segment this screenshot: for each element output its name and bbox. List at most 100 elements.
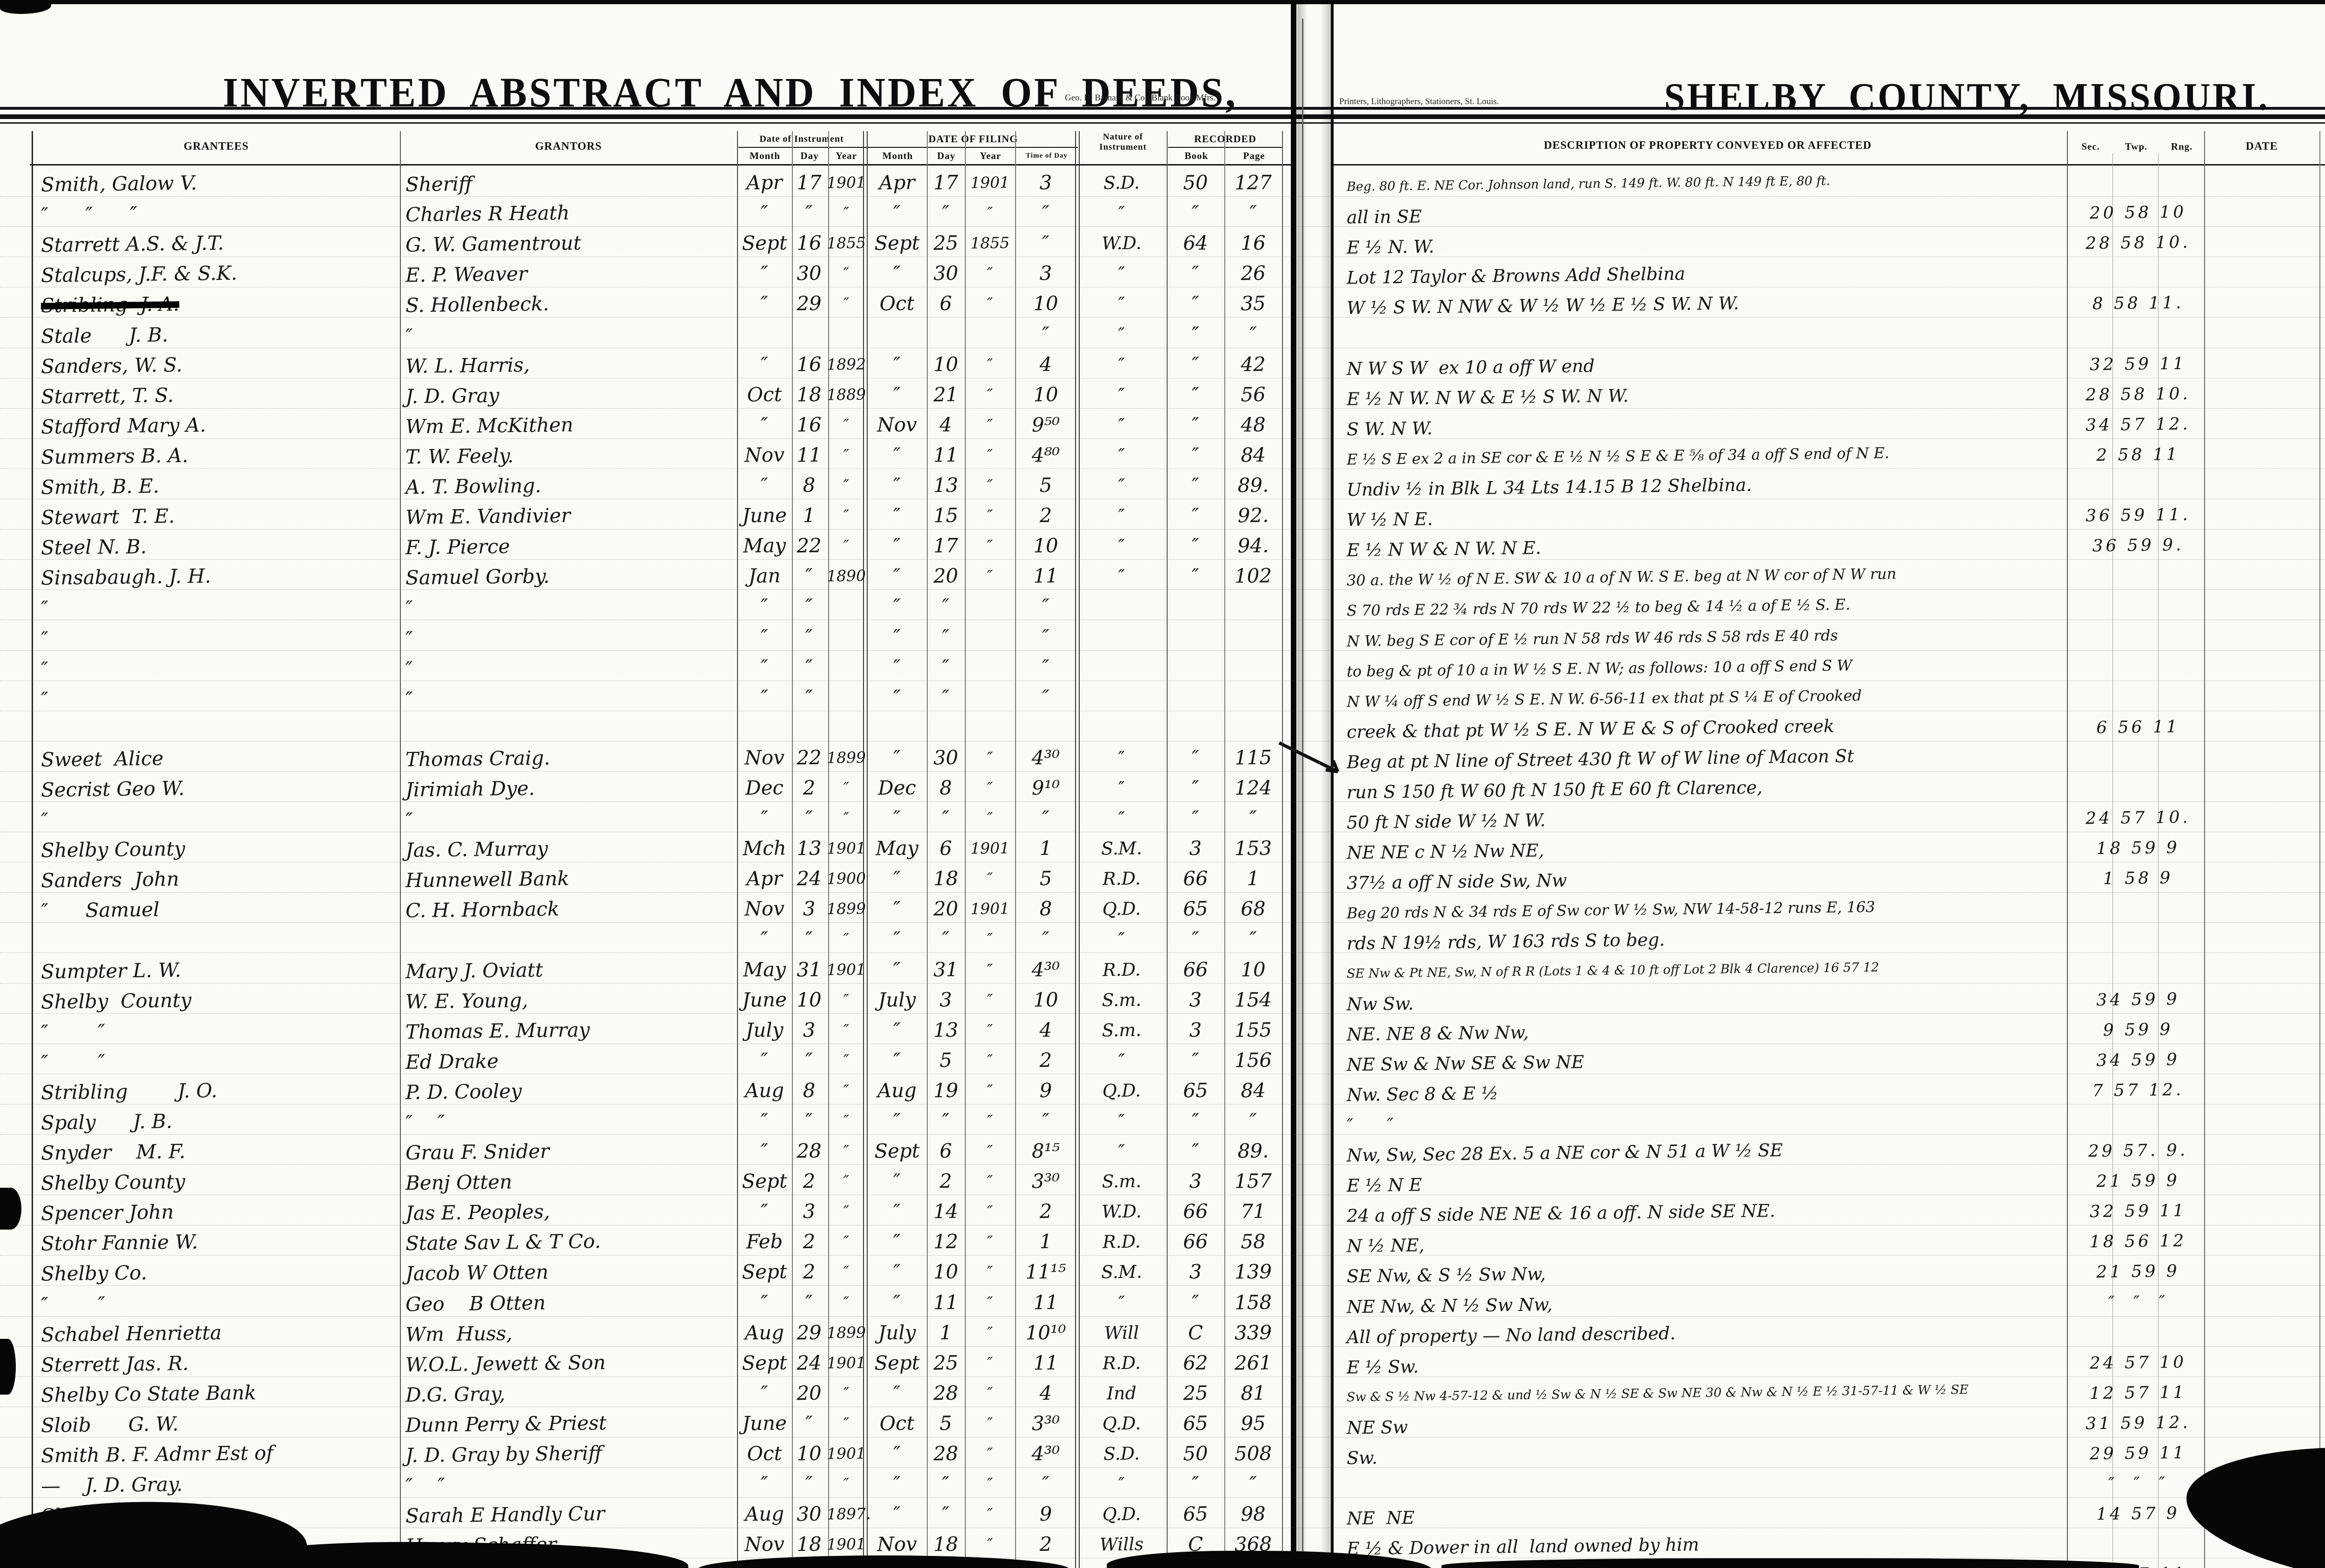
- cell-nat: S.m.: [1102, 1171, 1142, 1192]
- col-header-nature: Nature of Instrument: [1099, 132, 1147, 152]
- cell-pg: 84: [1240, 443, 1266, 467]
- cell-ft: ″: [1042, 625, 1050, 648]
- ledger-row: Stribling J. A. S. Hollenbeck. ″ 29 ″ Oct 6 ″ 10…: [0, 287, 2325, 318]
- cell-fm: ″: [893, 1260, 901, 1284]
- cell-nat: ″: [1118, 414, 1125, 435]
- cell-ft: 1: [1039, 836, 1052, 860]
- cell-did: 1: [803, 503, 816, 527]
- cell-gor: Thomas Craig.: [405, 746, 551, 771]
- cell-fy: ″: [987, 990, 993, 1009]
- cell-fd: 5: [939, 1411, 952, 1435]
- cell-diy: ″: [843, 1202, 850, 1221]
- cell-nat: ″: [1118, 536, 1125, 556]
- cell-pg: 56: [1240, 383, 1266, 406]
- cell-gee: Stribling J. A.: [40, 292, 179, 318]
- cell-dim: ″: [760, 1139, 769, 1163]
- cell-ft: 4³⁰: [1031, 746, 1060, 769]
- cell-diy: 1897.: [826, 1504, 871, 1523]
- cell-nat: R.D.: [1102, 868, 1141, 889]
- col-header-time-of-day: Time of Day: [1026, 152, 1068, 159]
- cell-sec: 29 59 11: [2089, 1443, 2187, 1464]
- cell-dim: ″: [760, 806, 769, 830]
- cell-nat: ″: [1118, 505, 1125, 526]
- rule: [1079, 131, 1080, 1568]
- cell-ft: 2: [1039, 1533, 1052, 1556]
- cell-did: 3: [803, 1018, 816, 1041]
- ledger-row: ″ ″ Ed Drake ″ ″ ″ ″ 5 ″ 2 ″ ″ 156 NE Sw & Nw SE & S…: [0, 1044, 2325, 1075]
- cell-pg: 102: [1234, 564, 1272, 588]
- cell-diy: ″: [843, 1383, 850, 1402]
- cell-fy: ″: [987, 1293, 993, 1311]
- cell-sec: 32 59 11: [2089, 1201, 2187, 1222]
- cell-nat: ″: [1118, 293, 1125, 314]
- cell-desc: SE Nw, & S ½ Sw Nw,: [1346, 1264, 1546, 1287]
- cell-pg: 94.: [1237, 534, 1269, 557]
- cell-diy: ″: [843, 506, 850, 525]
- cell-dim: ″: [760, 625, 769, 648]
- ledger-row: Smith, Galow V. Sheriff Apr 17 1901 Apr 17 1901…: [0, 166, 2325, 197]
- ledger-row: Stribling J. O. P. D. Cooley Aug 8 ″ Aug 19 ″ 9 Q…: [0, 1074, 2325, 1105]
- cell-desc: Sw & S ½ Nw 4-57-12 & und ½ Sw & N ½ SE …: [1346, 1382, 1969, 1405]
- cell-ft: ″: [1042, 1109, 1050, 1132]
- cell-gor: W. L. Harris,: [405, 353, 530, 377]
- cell-gee: Shelby Co.: [40, 1261, 147, 1286]
- cell-sec: 28 58 10.: [2085, 384, 2191, 405]
- cell-ft: 9: [1039, 1502, 1052, 1526]
- cell-gor: S. Hollenbeck.: [405, 292, 550, 317]
- cell-did: 8: [803, 473, 816, 497]
- cell-ft: 9: [1039, 1078, 1052, 1102]
- book-gutter: [1297, 0, 1331, 1568]
- cell-diy: ″: [843, 1142, 850, 1160]
- cell-fm: Nov: [877, 413, 917, 437]
- cell-pg: ″: [1249, 322, 1257, 345]
- cell-desc: Beg 20 rds N & 34 rds E of Sw cor W ½ Sw…: [1346, 898, 1875, 922]
- cell-gee: Stale J. B.: [40, 323, 168, 348]
- cell-pg: ″: [1249, 806, 1257, 830]
- cell-gee: Stewart T. E.: [40, 504, 175, 529]
- cell-bk: 65: [1182, 1411, 1209, 1435]
- cell-gor: Ed Drake: [405, 1049, 499, 1074]
- cell-gee: Starrett A.S. & J.T.: [40, 232, 224, 257]
- cell-nat: S.m.: [1102, 1019, 1142, 1041]
- ledger-row: ″ ″ ″ ″ ″ ″ ″ ″ ″ ″ rds N 19½ rds, W 163 rds S to …: [0, 923, 2325, 954]
- cell-dim: Sept: [741, 1260, 787, 1284]
- cell-did: 2: [803, 1260, 816, 1284]
- cell-ft: 3: [1039, 171, 1052, 194]
- cell-desc: to beg & pt of 10 a in W ½ S E. N W; as …: [1346, 656, 1853, 681]
- cell-did: 22: [796, 534, 822, 557]
- cell-sec: 8 58 11.: [2092, 293, 2184, 314]
- cell-bk: ″: [1191, 1472, 1200, 1495]
- cell-fy: ″: [987, 808, 993, 827]
- cell-gor: Geo B Otten: [405, 1291, 546, 1316]
- cell-desc: 50 ft N side W ½ N W.: [1346, 810, 1546, 833]
- cell-sec: 24 57 10: [2089, 1352, 2187, 1373]
- cell-nat: W.D.: [1101, 1201, 1142, 1222]
- cell-gee: ″: [40, 627, 49, 650]
- ledger-row: Sumpter L. W. Mary J. Oviatt May 31 1901 ″ 31 ″…: [0, 953, 2325, 984]
- cell-dim: ″: [760, 292, 769, 315]
- cell-bk: ″: [1191, 746, 1200, 769]
- col-header-year: Year: [980, 150, 1001, 161]
- cell-fm: ″: [893, 534, 901, 557]
- cell-fy: ″: [987, 1051, 993, 1069]
- cell-bk: ″: [1191, 564, 1200, 588]
- cell-did: 16: [796, 231, 822, 255]
- cell-fy: ″: [987, 748, 993, 767]
- cell-fd: 19: [933, 1078, 959, 1102]
- cell-dim: ″: [760, 262, 769, 285]
- cell-desc: SE Nw & Pt NE, Sw, N of R R (Lots 1 & 4 …: [1346, 960, 1880, 981]
- cell-fd: 17: [933, 171, 959, 194]
- cell-nat: Q.D.: [1102, 898, 1141, 920]
- page-title-right: SHELBY COUNTY, MISSOURI.: [1664, 75, 2270, 119]
- cell-nat: ″: [1118, 777, 1125, 799]
- cell-fm: July: [878, 988, 916, 1012]
- cell-dim: Nov: [744, 897, 785, 920]
- cell-gee: ″: [40, 596, 49, 620]
- cell-bk: ″: [1191, 262, 1200, 285]
- rule: [863, 131, 864, 1568]
- cell-fm: ″: [893, 1472, 901, 1495]
- cell-gee: Stalcups, J.F. & S.K.: [40, 261, 238, 287]
- cell-sec: 1 58 9: [2103, 868, 2173, 889]
- cell-diy: 1901: [826, 173, 866, 192]
- cell-fd: 6: [939, 836, 952, 860]
